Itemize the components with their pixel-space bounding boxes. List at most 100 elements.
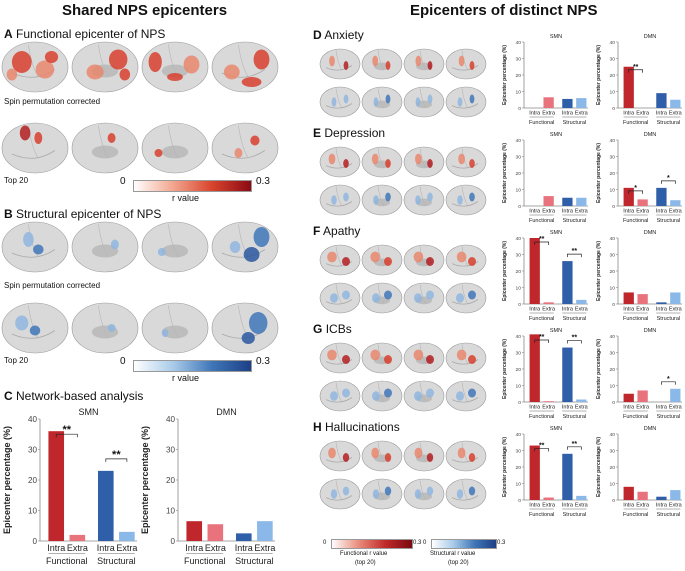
brain-a-top-0 bbox=[1, 41, 69, 93]
brain-row4-bot-3 bbox=[445, 478, 487, 510]
brain-a-bot-3 bbox=[211, 122, 279, 174]
brain-gyrus bbox=[419, 148, 427, 169]
chart-f-dmn: DMN 0 10 20 30 40 Epicenter percentage (%) Intr… bbox=[596, 230, 683, 322]
chart-e-dmn-xlabel-0: Intra bbox=[623, 209, 635, 215]
brain-sulcus bbox=[221, 150, 266, 159]
chart-d-dmn-ytick-label: 30 bbox=[610, 56, 616, 62]
brain-region bbox=[343, 192, 349, 202]
brain-outline bbox=[445, 48, 487, 80]
brain-sulcus bbox=[451, 457, 479, 463]
chart-h-dmn-group-0: Functional bbox=[623, 512, 648, 518]
chart-d-smn-ytick-label: 10 bbox=[516, 89, 522, 95]
brain-row2-top-0 bbox=[319, 244, 361, 276]
chart-g-smn-group-1: Structural bbox=[563, 414, 587, 420]
bcb-func-min: 0 bbox=[323, 540, 327, 546]
chart-h-smn-ytick-label: 40 bbox=[516, 432, 522, 438]
chart-g-smn-sig-label-0: ** bbox=[539, 334, 545, 341]
chart-e-dmn-ytick-label: 0 bbox=[612, 204, 615, 210]
brain-gyrus bbox=[28, 44, 39, 78]
brain-region bbox=[426, 355, 434, 364]
brain-region bbox=[372, 391, 380, 401]
brain-region bbox=[458, 55, 465, 67]
brain-gyrus bbox=[168, 305, 179, 339]
chart-f-smn-ytick-label: 10 bbox=[516, 285, 522, 291]
panel-c-text: Network-based analysis bbox=[16, 389, 144, 403]
brain-region bbox=[119, 68, 131, 81]
chart-f-smn-ytick-label: 40 bbox=[516, 236, 522, 242]
cb-struct-gradient bbox=[133, 360, 252, 372]
brain-region bbox=[384, 290, 392, 300]
chart-c-smn-sig-bracket-1 bbox=[105, 458, 128, 462]
cb-struct-label: r value bbox=[172, 373, 200, 383]
panel-b-title: B Structural epicenter of NPS bbox=[4, 207, 161, 221]
panel-a-title: A Functional epicenter of NPS bbox=[4, 27, 165, 41]
bcb-func-max: 0.3 bbox=[413, 540, 422, 546]
chart-e-smn-group-1: Structural bbox=[563, 218, 587, 224]
brain-b-top-0 bbox=[1, 221, 69, 273]
brain-outline bbox=[445, 86, 487, 118]
brain-row2-top-2 bbox=[403, 244, 445, 276]
chart-h-smn-sig-label-0: ** bbox=[539, 443, 545, 450]
brain-gyrus bbox=[335, 284, 343, 305]
chart-g-dmn-ytick-label: 10 bbox=[610, 383, 616, 389]
chart-c-smn-title: SMN bbox=[79, 407, 99, 417]
brain-a-bot-0 bbox=[1, 122, 69, 174]
chart-e-smn-xlabel-1: Extra bbox=[542, 209, 556, 215]
brain-region bbox=[29, 325, 41, 336]
chart-h-smn-xlabel-3: Extra bbox=[575, 503, 589, 509]
brain-row2-bot-1 bbox=[361, 282, 403, 314]
brain-gyrus bbox=[335, 344, 343, 365]
chart-c-smn-sig-label-0: ** bbox=[62, 424, 71, 436]
chart-d-dmn-ytick-label: 40 bbox=[610, 40, 616, 46]
chart-e-dmn-ylabel: Epicenter percentage (%) bbox=[596, 143, 602, 203]
chart-g-smn-sig-label-1: ** bbox=[572, 335, 578, 342]
panel-e-title: E Depression bbox=[313, 126, 385, 140]
brain-sulcus bbox=[451, 103, 479, 109]
chart-h-dmn-title: DMN bbox=[644, 426, 657, 432]
chart-d-dmn-sig-label-0: ** bbox=[633, 64, 639, 71]
chart-e-smn-ytick-label: 30 bbox=[516, 154, 522, 160]
brain-outline bbox=[319, 184, 361, 216]
brain-region bbox=[468, 388, 476, 398]
chart-h-dmn-xlabel-1: Extra bbox=[636, 503, 650, 509]
panel-g-title: G ICBs bbox=[313, 322, 352, 336]
panel-b-note1: Spin permutation corrected bbox=[4, 281, 101, 290]
panel-h-letter: H bbox=[313, 420, 322, 434]
chart-c-smn: SMN 0 10 20 30 40 Epicenter percentage (%) Intr… bbox=[2, 407, 137, 566]
brain-b-bot-2 bbox=[141, 302, 209, 354]
panel-a-note1: Spin permutation corrected bbox=[4, 97, 101, 106]
chart-e-dmn-xlabel-2: Intra bbox=[656, 209, 668, 215]
brain-a-top-2 bbox=[141, 41, 209, 93]
chart-d-smn-xlabel-1: Extra bbox=[542, 111, 556, 117]
brain-region bbox=[343, 61, 349, 70]
chart-g-smn-xlabel-1: Extra bbox=[542, 405, 556, 411]
chart-h-smn-title: SMN bbox=[550, 426, 562, 432]
brain-row0-top-3 bbox=[445, 48, 487, 80]
chart-d-smn-ylabel: Epicenter percentage (%) bbox=[502, 45, 508, 105]
chart-f-dmn-ytick-label: 40 bbox=[610, 236, 616, 242]
chart-f-smn-bar-1 bbox=[543, 302, 554, 304]
chart-g-dmn-sig-bracket-0 bbox=[661, 381, 676, 385]
brain-outline bbox=[445, 282, 487, 314]
chart-h-dmn-bar-1 bbox=[637, 491, 648, 500]
bcb-struct-max: 0.3 bbox=[497, 540, 506, 546]
chart-g-dmn-group-1: Structural bbox=[657, 414, 681, 420]
chart-c-dmn-bar-2 bbox=[235, 533, 252, 541]
chart-e-dmn-sig-bracket-0 bbox=[628, 190, 643, 194]
brain-outline bbox=[1, 41, 69, 93]
bcb-func-label2: (top 20) bbox=[355, 560, 376, 566]
chart-e-smn-ytick-label: 0 bbox=[518, 204, 521, 210]
chart-f-dmn-xlabel-3: Extra bbox=[669, 307, 683, 313]
brain-region bbox=[426, 290, 434, 300]
brain-gyrus bbox=[98, 224, 109, 258]
chart-g-smn-xlabel-2: Intra bbox=[562, 405, 574, 411]
chart-g-smn-sig-bracket-1 bbox=[567, 340, 582, 344]
brain-sulcus bbox=[325, 201, 353, 207]
chart-f-smn-bar-2 bbox=[562, 261, 573, 304]
panel-h-brains bbox=[319, 440, 487, 510]
chart-h-dmn-bar-0 bbox=[623, 486, 634, 500]
chart-c-smn-sig-bracket-0 bbox=[55, 433, 78, 438]
brain-region bbox=[415, 97, 421, 107]
chart-c-dmn-xlabel-2: Intra bbox=[235, 543, 253, 553]
